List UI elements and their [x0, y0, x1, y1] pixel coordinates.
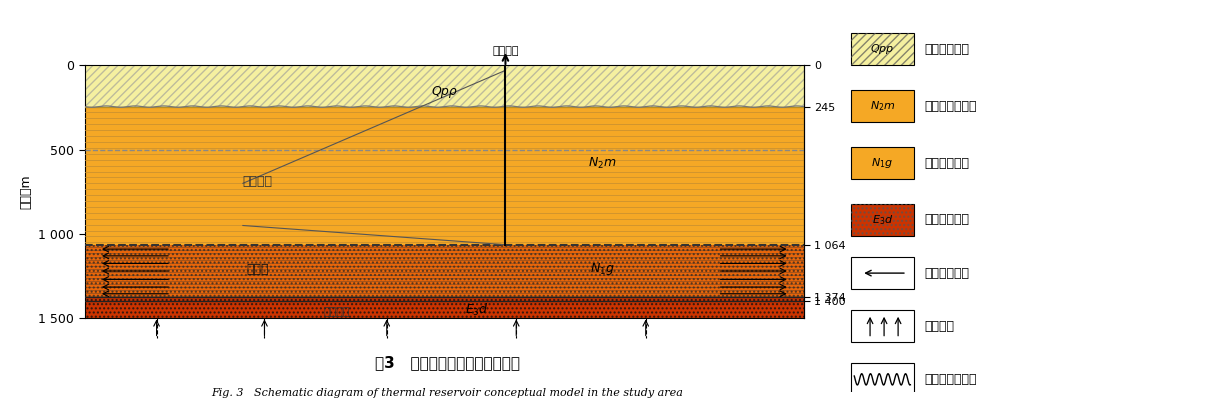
- Text: Qp$p$: Qp$p$: [870, 42, 895, 56]
- Text: 第四系平原组: 第四系平原组: [925, 43, 970, 56]
- Bar: [85, 297, 804, 318]
- Bar: [85, 245, 804, 297]
- Bar: [851, 204, 914, 236]
- Bar: [85, 297, 804, 318]
- Text: $N_1g$: $N_1g$: [590, 262, 615, 277]
- Text: 新近系馆陶组: 新近系馆陶组: [925, 157, 970, 170]
- Bar: [851, 257, 914, 289]
- Text: 大地热流: 大地热流: [925, 320, 954, 333]
- Bar: [851, 147, 914, 179]
- Text: 热储盖层: 热储盖层: [242, 175, 272, 188]
- Text: $E_3d$: $E_3d$: [464, 302, 488, 318]
- Text: 人工排泵: 人工排泵: [492, 46, 519, 56]
- Text: 古近系东营组: 古近系东营组: [925, 213, 970, 226]
- Text: $E_3d$: $E_3d$: [872, 213, 893, 227]
- Bar: [851, 33, 914, 65]
- Text: $N_1g$: $N_1g$: [872, 156, 893, 170]
- Text: 图3   研究区热储概念模型示意图: 图3 研究区热储概念模型示意图: [375, 355, 520, 370]
- Bar: [851, 90, 914, 122]
- Text: 热储层: 热储层: [245, 263, 268, 276]
- Text: 不整合地质界线: 不整合地质界线: [925, 373, 977, 386]
- Text: 新近系明化镇组: 新近系明化镇组: [925, 100, 977, 113]
- Text: Fig. 3   Schematic diagram of thermal reservoir conceptual model in the study ar: Fig. 3 Schematic diagram of thermal rese…: [212, 388, 683, 398]
- Bar: [851, 310, 914, 342]
- Bar: [851, 204, 914, 236]
- Text: 热储底板: 热储底板: [323, 306, 349, 317]
- Bar: [85, 106, 804, 245]
- Bar: [851, 363, 914, 395]
- Bar: [85, 65, 804, 106]
- Text: Qpρ: Qpρ: [432, 85, 457, 98]
- Text: 侧向补给水源: 侧向补给水源: [925, 266, 970, 279]
- Y-axis label: 深度／m: 深度／m: [19, 175, 33, 209]
- Bar: [851, 33, 914, 65]
- Text: $N_2m$: $N_2m$: [869, 99, 895, 113]
- Bar: [85, 245, 804, 297]
- Text: $N_2m$: $N_2m$: [589, 155, 617, 171]
- Bar: [85, 65, 804, 106]
